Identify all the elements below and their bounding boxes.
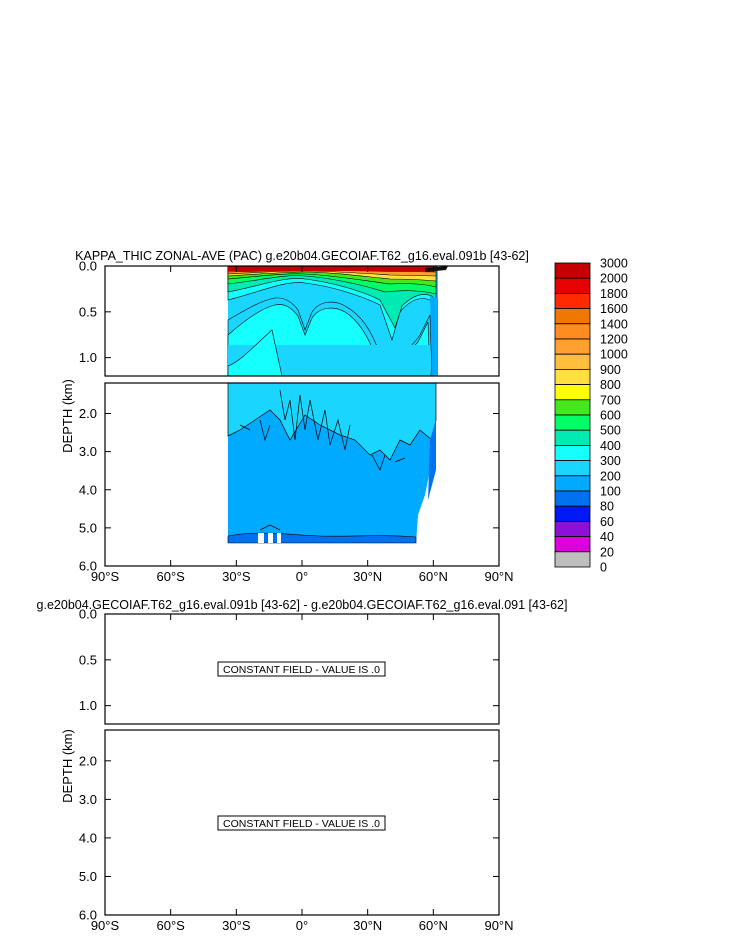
- field-deep-400-band: [227, 329, 283, 376]
- chart-2: g.e20b04.GECOIAF.T62_g16.eval.091b [43-6…: [37, 598, 568, 933]
- colorbar-box: [554, 551, 591, 568]
- colorbar-box: [554, 368, 591, 385]
- colorbar-label: 400: [600, 439, 621, 453]
- colorbar-box: [554, 490, 591, 507]
- chart-2-upper-annotation-box: [217, 661, 386, 677]
- chart-1-y-tick-label: 3.0: [79, 444, 97, 459]
- chart-1-y-tick-label: 0.0: [79, 259, 97, 274]
- colorbar-label: 80: [600, 500, 614, 514]
- colorbar-label: 500: [600, 424, 621, 438]
- chart-2-y-tick-label: 1.0: [79, 698, 97, 713]
- chart-1-x-tick-label: 60°S: [156, 569, 185, 584]
- chart-1-y-tick-label: 0.5: [79, 304, 97, 319]
- colorbar-box: [554, 505, 591, 522]
- chart-2-y-tick-label: 3.0: [79, 792, 97, 807]
- colorbar-label: 300: [600, 454, 621, 468]
- colorbar-label: 1600: [600, 302, 628, 316]
- colorbar-box: [554, 521, 591, 538]
- chart-2-lower-annotation: CONSTANT FIELD - VALUE IS .0: [223, 818, 380, 830]
- chart-1-x-tick-label: 90°S: [91, 569, 120, 584]
- field-gap-2: [268, 533, 273, 543]
- chart-1-x-tick-label: 30°S: [222, 569, 251, 584]
- colorbar-box: [554, 308, 591, 325]
- chart-1-x-tick-label: 30°N: [353, 569, 382, 584]
- field-dark-surface-tip: [425, 266, 448, 272]
- chart-2-y-tick-label: 0.0: [79, 607, 97, 622]
- colorbar-label: 800: [600, 378, 621, 392]
- colorbar-label: 100: [600, 485, 621, 499]
- colorbar-label: 1400: [600, 317, 628, 331]
- colorbar-box: [554, 460, 591, 477]
- colorbar-box: [554, 277, 591, 294]
- chart-2-ylabel: DEPTH (km): [60, 729, 75, 803]
- chart-1-lower-field: [227, 383, 437, 544]
- colorbar-box: [554, 414, 591, 431]
- chart-2-x-tick-label: 0°: [296, 918, 308, 933]
- field-speckles: [239, 389, 406, 531]
- colorbar-box: [554, 536, 591, 553]
- chart-1-y-tick-label: 6.0: [79, 559, 97, 574]
- field-gap-1: [258, 533, 264, 543]
- chart-1-y-tick-label: 5.0: [79, 520, 97, 535]
- colorbar-box: [554, 429, 591, 446]
- colorbar-box: [554, 323, 591, 340]
- colorbar-box: [554, 338, 591, 355]
- colorbar-box: [554, 384, 591, 401]
- colorbar-label: 3000: [600, 257, 628, 271]
- colorbar-label: 900: [600, 363, 621, 377]
- chart-2-y-tick-label: 0.5: [79, 652, 97, 667]
- chart-2-x-tick-label: 90°N: [484, 918, 513, 933]
- chart-2-y-tick-label: 4.0: [79, 830, 97, 845]
- field-north-wall: [428, 420, 436, 500]
- colorbar-label: 1800: [600, 287, 628, 301]
- colorbar-box: [554, 353, 591, 370]
- colorbar-label: 60: [600, 515, 614, 529]
- chart-1-x-tick-label: 90°N: [484, 569, 513, 584]
- chart-2-x-tick-label: 60°S: [156, 918, 185, 933]
- chart-1-ylabel: DEPTH (km): [60, 379, 75, 453]
- colorbar-label: 1200: [600, 333, 628, 347]
- colorbar-label: 20: [600, 545, 614, 559]
- colorbar-label: 1000: [600, 348, 628, 362]
- chart-1-y-tick-label: 2.0: [79, 406, 97, 421]
- colorbar-label: 200: [600, 469, 621, 483]
- colorbar: 3000200018001600140012001000900800700600…: [554, 257, 628, 575]
- colorbar-label: 40: [600, 530, 614, 544]
- colorbar-label: 700: [600, 393, 621, 407]
- chart-2-y-tick-label: 2.0: [79, 753, 97, 768]
- field-north-edge: [430, 296, 438, 376]
- chart-2-y-tick-label: 6.0: [79, 908, 97, 923]
- chart-1-x-tick-label: 60°N: [419, 569, 448, 584]
- chart-1: KAPPA_THIC ZONAL-AVE (PAC) g.e20b04.GECO…: [60, 249, 628, 584]
- chart-2-x-tick-label: 90°S: [91, 918, 120, 933]
- chart-1-y-tick-label: 1.0: [79, 350, 97, 365]
- field-surface-2000-3000: [228, 266, 436, 271]
- chart-1-title: KAPPA_THIC ZONAL-AVE (PAC) g.e20b04.GECO…: [75, 249, 529, 263]
- chart-2-y-tick-label: 5.0: [79, 869, 97, 884]
- colorbar-label: 0: [600, 561, 607, 575]
- chart-2-x-tick-label: 30°N: [353, 918, 382, 933]
- colorbar-label: 600: [600, 409, 621, 423]
- colorbar-box: [554, 444, 591, 461]
- chart-2-upper-annotation: CONSTANT FIELD - VALUE IS .0: [223, 664, 380, 676]
- colorbar-box: [554, 399, 591, 416]
- field-intermediate-300-400: [227, 383, 437, 461]
- chart-1-x-tick-label: 0°: [296, 569, 308, 584]
- field-gap-3: [277, 533, 281, 543]
- chart-2-axes: 90°S 60°S 30°S 0° 30°N 60°N 90°N 0.0 0.5 1.0 2.0 3.…: [79, 607, 514, 934]
- chart-2-x-tick-label: 60°N: [419, 918, 448, 933]
- colorbar-box: [554, 475, 591, 492]
- chart-1-axes: 90°S 60°S 30°S 0° 30°N 60°N 90°N 0.0 0.5 1.0 2.0 3.…: [79, 259, 514, 585]
- colorbar-label: 2000: [600, 272, 628, 286]
- colorbar-box: [554, 262, 591, 279]
- chart-1-upper-field: [227, 266, 448, 376]
- chart-2-lower-annotation-box: [217, 815, 386, 831]
- chart-2-title: g.e20b04.GECOIAF.T62_g16.eval.091b [43-6…: [37, 598, 568, 612]
- chart-1-y-tick-label: 4.0: [79, 482, 97, 497]
- chart-2-x-tick-label: 30°S: [222, 918, 251, 933]
- colorbar-box: [554, 292, 591, 309]
